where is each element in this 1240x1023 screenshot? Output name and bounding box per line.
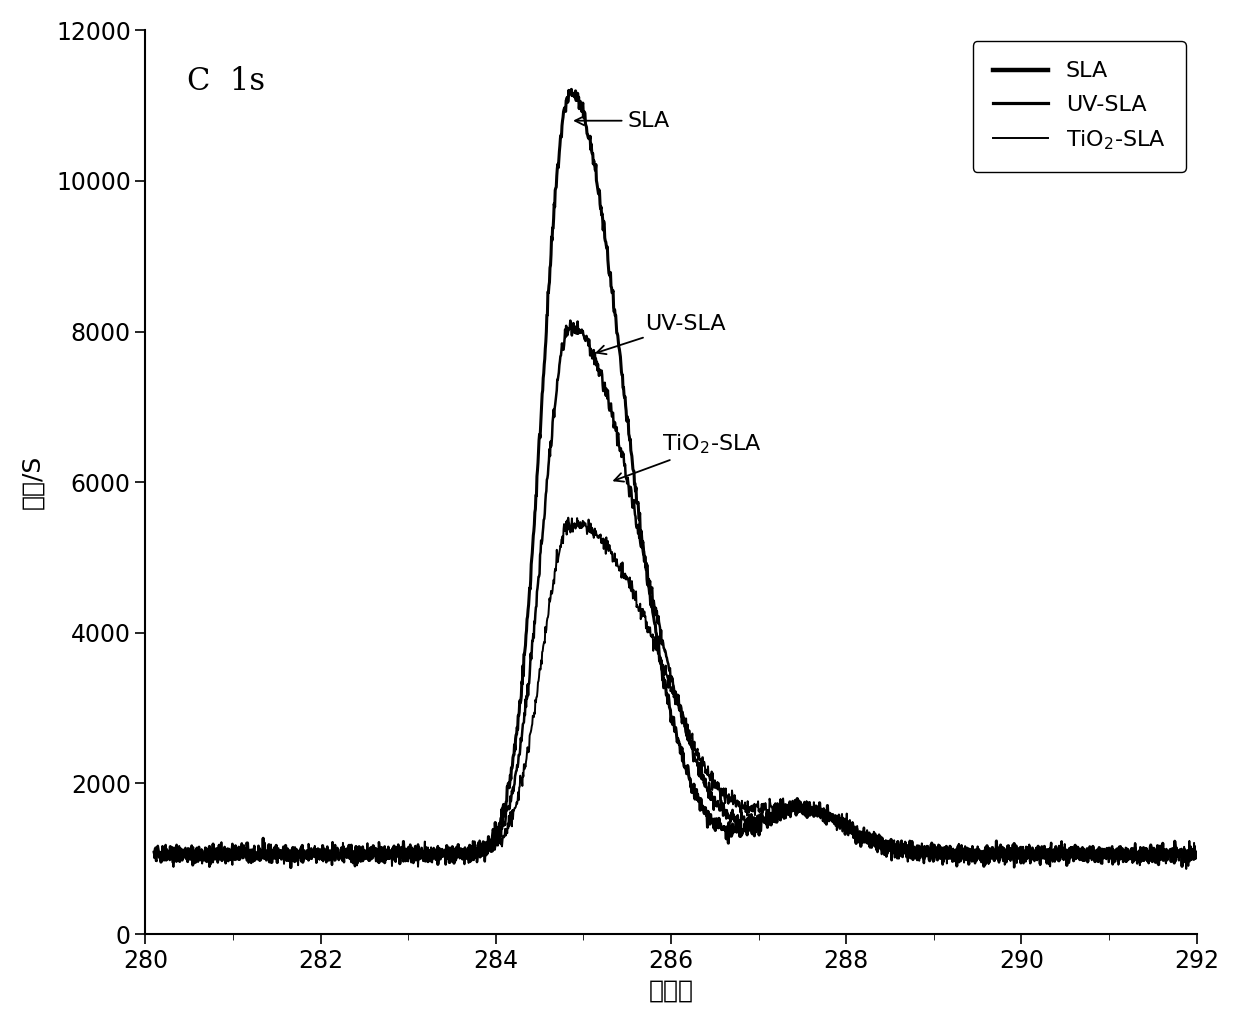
- TiO$_2$-SLA: [1159, 845, 1174, 857]
- UV-SLA: [1161, 854, 1176, 866]
- TiO$_2$-SLA: [146, 851, 161, 863]
- TiO$_2$-SLA: [968, 846, 983, 858]
- TiO$_2$-SLA: [560, 512, 575, 524]
- SLA: [968, 855, 983, 868]
- UV-SLA: [655, 638, 670, 651]
- SLA: [1189, 851, 1204, 863]
- SLA: [1161, 849, 1176, 861]
- Text: UV-SLA: UV-SLA: [596, 314, 725, 354]
- Y-axis label: 总数/S: 总数/S: [21, 455, 45, 509]
- TiO$_2$-SLA: [655, 655, 670, 667]
- UV-SLA: [200, 846, 215, 858]
- SLA: [627, 478, 642, 490]
- Line: TiO$_2$-SLA: TiO$_2$-SLA: [154, 518, 1197, 869]
- UV-SLA: [968, 849, 983, 861]
- UV-SLA: [146, 847, 161, 859]
- UV-SLA: [563, 314, 578, 326]
- UV-SLA: [1159, 846, 1174, 858]
- SLA: [1159, 847, 1174, 859]
- UV-SLA: [1189, 846, 1204, 858]
- SLA: [655, 665, 670, 677]
- Text: SLA: SLA: [575, 110, 670, 131]
- TiO$_2$-SLA: [200, 844, 215, 856]
- Legend: SLA, UV-SLA, TiO$_2$-SLA: SLA, UV-SLA, TiO$_2$-SLA: [972, 42, 1185, 172]
- SLA: [564, 83, 579, 95]
- SLA: [146, 846, 161, 858]
- SLA: [284, 861, 299, 874]
- TiO$_2$-SLA: [1179, 862, 1194, 875]
- Text: C  1s: C 1s: [187, 66, 265, 97]
- TiO$_2$-SLA: [1159, 843, 1174, 855]
- Line: SLA: SLA: [154, 89, 1197, 868]
- Line: UV-SLA: UV-SLA: [154, 320, 1197, 868]
- SLA: [200, 849, 215, 861]
- X-axis label: 总能量: 总能量: [649, 978, 693, 1003]
- TiO$_2$-SLA: [1189, 852, 1204, 864]
- Text: TiO$_2$-SLA: TiO$_2$-SLA: [614, 433, 761, 482]
- UV-SLA: [626, 494, 641, 506]
- TiO$_2$-SLA: [626, 590, 641, 603]
- UV-SLA: [1007, 861, 1022, 874]
